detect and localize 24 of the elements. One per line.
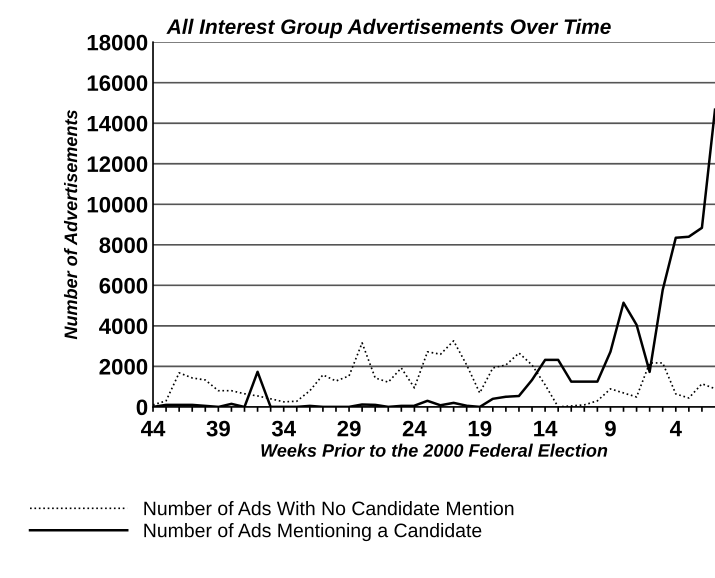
x-tick-label: 9 — [605, 420, 616, 436]
y-tick-label: 18000 — [88, 34, 148, 50]
legend-label: Number of Ads With No Candidate Mention — [144, 501, 514, 516]
x-tick-label: 14 — [534, 420, 558, 436]
y-tick-label: 4000 — [99, 318, 148, 334]
x-tick-label: 19 — [468, 420, 492, 436]
y-tick-label: 0 — [136, 399, 148, 416]
y-tick-label: 8000 — [99, 237, 148, 254]
y-tick-label: 12000 — [88, 156, 148, 172]
y-tick-label: 2000 — [99, 358, 148, 375]
x-tick-label: 4 — [670, 420, 682, 436]
x-axis-title: Weeks Prior to the 2000 Federal Election — [261, 444, 608, 457]
x-tick-label: 24 — [402, 420, 427, 436]
y-tick-label: 10000 — [88, 196, 148, 213]
y-tick-label: 6000 — [100, 278, 148, 294]
x-tick-label: 29 — [337, 420, 361, 436]
y-axis-title: Number of Advertisements — [64, 110, 78, 340]
y-tick-label: 16000 — [88, 75, 148, 91]
x-tick-label: 44 — [140, 420, 166, 436]
x-tick-label: 39 — [206, 420, 230, 436]
legend-label: Number of Ads Mentioning a Candidate — [144, 523, 482, 542]
x-tick-label: 34 — [272, 420, 296, 436]
y-tick-label: 14000 — [88, 116, 148, 132]
chart-title: All Interest Group Advertisements Over Time — [166, 18, 611, 38]
